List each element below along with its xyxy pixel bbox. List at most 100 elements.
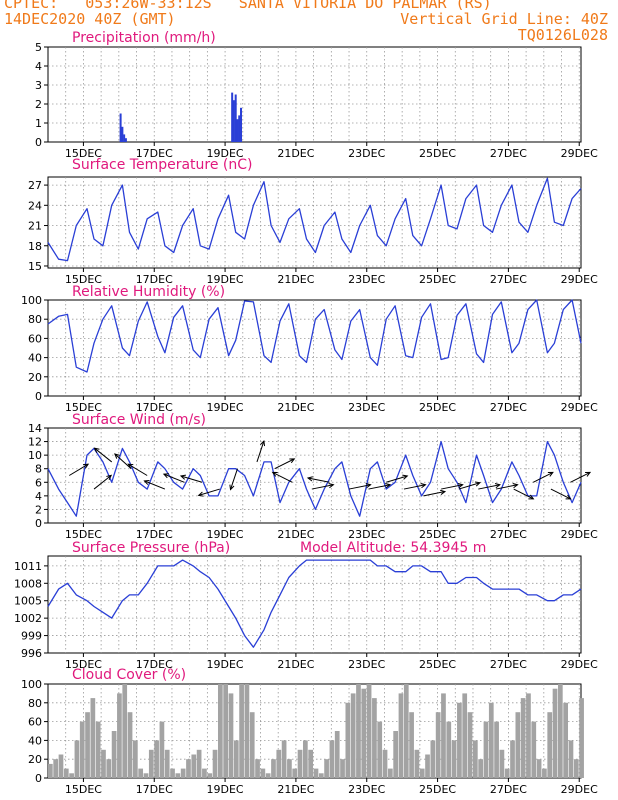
temperature-ytick-label: 27 [28,179,42,192]
humidity-ytick-label: 20 [28,371,42,384]
cloud-bar [361,688,367,778]
cloud-bar [196,749,202,778]
wind-xtick-label: 17DEC [136,528,173,541]
precip-xtick-label: 21DEC [277,147,314,160]
cloud-bar [297,749,303,778]
cloud-bar [457,702,462,778]
cloud-bar [579,698,584,778]
wind-arrow-head [420,483,427,489]
cloud-bar [48,763,53,778]
cloud-bar [164,749,170,778]
cloud-bar [520,698,526,778]
pressure-xtick-label: 23DEC [348,658,385,671]
cloud-bar [90,698,96,778]
wind-arrow-head [106,474,113,481]
cloud-bar [58,754,64,778]
cloud-bar [69,773,74,778]
cloud-bar [202,768,207,778]
precip-bar [123,134,126,142]
cloud-bar [154,740,159,778]
temperature-line [47,177,582,262]
precip-bar [119,113,122,142]
cloud-bar [228,693,234,778]
humidity-title: Relative Humidity (%) [72,284,225,300]
precip-bar [240,107,243,142]
cloud-bar [79,721,85,778]
cloud-bar [313,768,319,778]
wind-title: Surface Wind (m/s) [72,412,206,428]
wind-ytick-label: 4 [35,490,42,503]
cloud-bar [499,749,505,778]
wind-arrow-head [565,494,572,500]
temperature-ytick-label: 24 [28,199,42,212]
cloud-bar [552,688,558,778]
pressure-xtick-label: 19DEC [207,658,244,671]
cloud-bar [217,684,223,778]
humidity-xtick-label: 25DEC [419,401,456,414]
wind-xtick-label: 21DEC [277,528,314,541]
wind-arrow-head [143,480,150,485]
wind-arrow [550,488,571,500]
wind-arrow-head [83,463,90,469]
precip-xtick-label: 19DEC [207,147,244,160]
precip-title: Precipitation (mm/h) [72,30,216,46]
temperature-xtick-label: 15DEC [65,273,102,286]
cloud-bar [557,684,563,778]
wind-arrow [403,484,426,490]
wind-arrow [532,471,554,483]
cloud-bar [308,749,314,778]
wind-arrow [307,477,330,483]
humidity-xtick-label: 15DEC [65,401,102,414]
humidity-xtick-label: 23DEC [348,401,385,414]
humidity-xtick-label: 17DEC [136,401,173,414]
wind-arrow [68,463,89,476]
temperature-xtick-label: 19DEC [207,273,244,286]
wind-arrow [180,475,203,483]
temperature-ytick-label: 21 [28,220,42,233]
pressure-xtick-label: 17DEC [136,658,173,671]
cloud-bar [106,759,112,778]
humidity-ytick-label: 0 [35,390,42,403]
temperature-frame [47,176,582,269]
temperature-xtick-label: 27DEC [490,273,527,286]
wind-arrow-head [162,473,169,479]
wind-xtick-label: 19DEC [207,528,244,541]
wind-arrow-head [365,483,372,489]
cloud-bar [255,759,260,778]
wind-ytick-label: 0 [35,517,42,530]
wind-arrow [495,484,518,490]
humidity-frame [47,299,582,397]
wind-arrow [163,473,185,483]
cloud-bar [419,768,425,778]
cloud-xtick-label: 17DEC [136,783,173,796]
temperature-xtick-label: 17DEC [136,273,173,286]
pressure-xtick-label: 25DEC [419,658,456,671]
cloud-ytick-label: 80 [28,697,42,710]
humidity-ytick-label: 80 [28,313,42,326]
precip-bar [231,92,234,142]
pressure-ytick-label: 996 [21,647,42,660]
pressure-annotation: Model Altitude: 54.3945 m [300,540,486,556]
cloud-bar [85,712,90,778]
cloud-bar [547,712,553,778]
pressure-frame [47,555,582,654]
precip-xtick-label: 27DEC [490,147,527,160]
wind-arrow [128,463,148,476]
cloud-bar [483,721,489,778]
cloud-bar [271,759,276,778]
temperature-ytick-label: 18 [28,240,42,253]
cloud-bar [175,773,181,778]
cloud-bar [281,740,287,778]
cloud-bar [462,693,468,778]
cloud-bar [393,731,399,778]
precip-bar [234,94,237,142]
precip-bar [121,126,124,142]
wind-arrow [348,484,371,490]
pressure-ytick-label: 999 [21,630,42,643]
cloud-ytick-label: 0 [35,772,42,785]
header-line-1: CPTEC: 053:26W-33:12S SANTA VITORIA DO P… [4,0,492,12]
wind-arrow [198,488,220,496]
cloud-bar [207,773,213,778]
cloud-bar [276,749,282,778]
wind-arrow-head [271,471,278,477]
